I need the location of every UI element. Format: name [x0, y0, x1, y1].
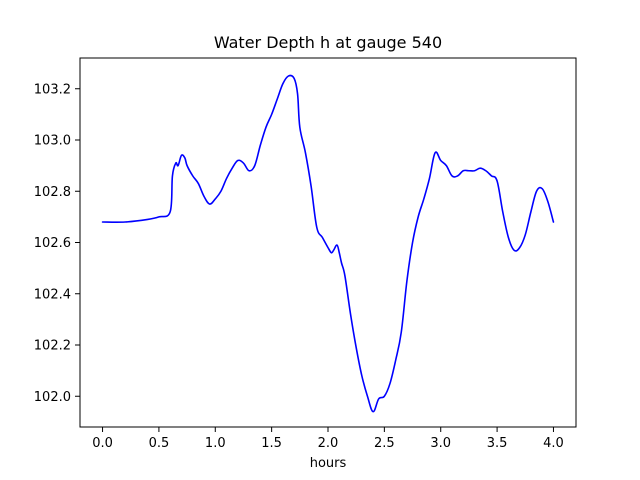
x-tick-label: 2.5: [374, 436, 395, 451]
x-axis: 0.0 0.5 1.0 1.5 2.0 2.5 3.0 3.5 4.0: [92, 427, 564, 451]
y-tick-label: 102.8: [34, 185, 71, 200]
x-tick-label: 1.0: [205, 436, 226, 451]
y-tick-label: 103.0: [34, 134, 71, 149]
x-tick-label: 2.0: [318, 436, 339, 451]
x-tick-label: 0.0: [92, 436, 113, 451]
x-axis-label: hours: [310, 456, 347, 471]
y-tick-label: 102.4: [34, 287, 71, 302]
plot-frame: [79, 57, 577, 428]
series-line: [101, 74, 555, 413]
x-tick-label: 1.5: [261, 436, 282, 451]
chart-title: Water Depth h at gauge 540: [214, 33, 442, 52]
x-tick-label: 4.0: [543, 436, 564, 451]
x-tick-label: 0.5: [149, 436, 170, 451]
y-tick-label: 103.2: [34, 82, 71, 97]
x-tick-label: 3.5: [487, 436, 508, 451]
y-tick-label: 102.6: [34, 236, 71, 251]
y-tick-label: 102.0: [34, 390, 71, 405]
y-axis: 102.0 102.2 102.4 102.6 102.8 103.0 103.2: [34, 82, 80, 405]
y-tick-label: 102.2: [34, 339, 71, 354]
x-tick-label: 3.0: [430, 436, 451, 451]
